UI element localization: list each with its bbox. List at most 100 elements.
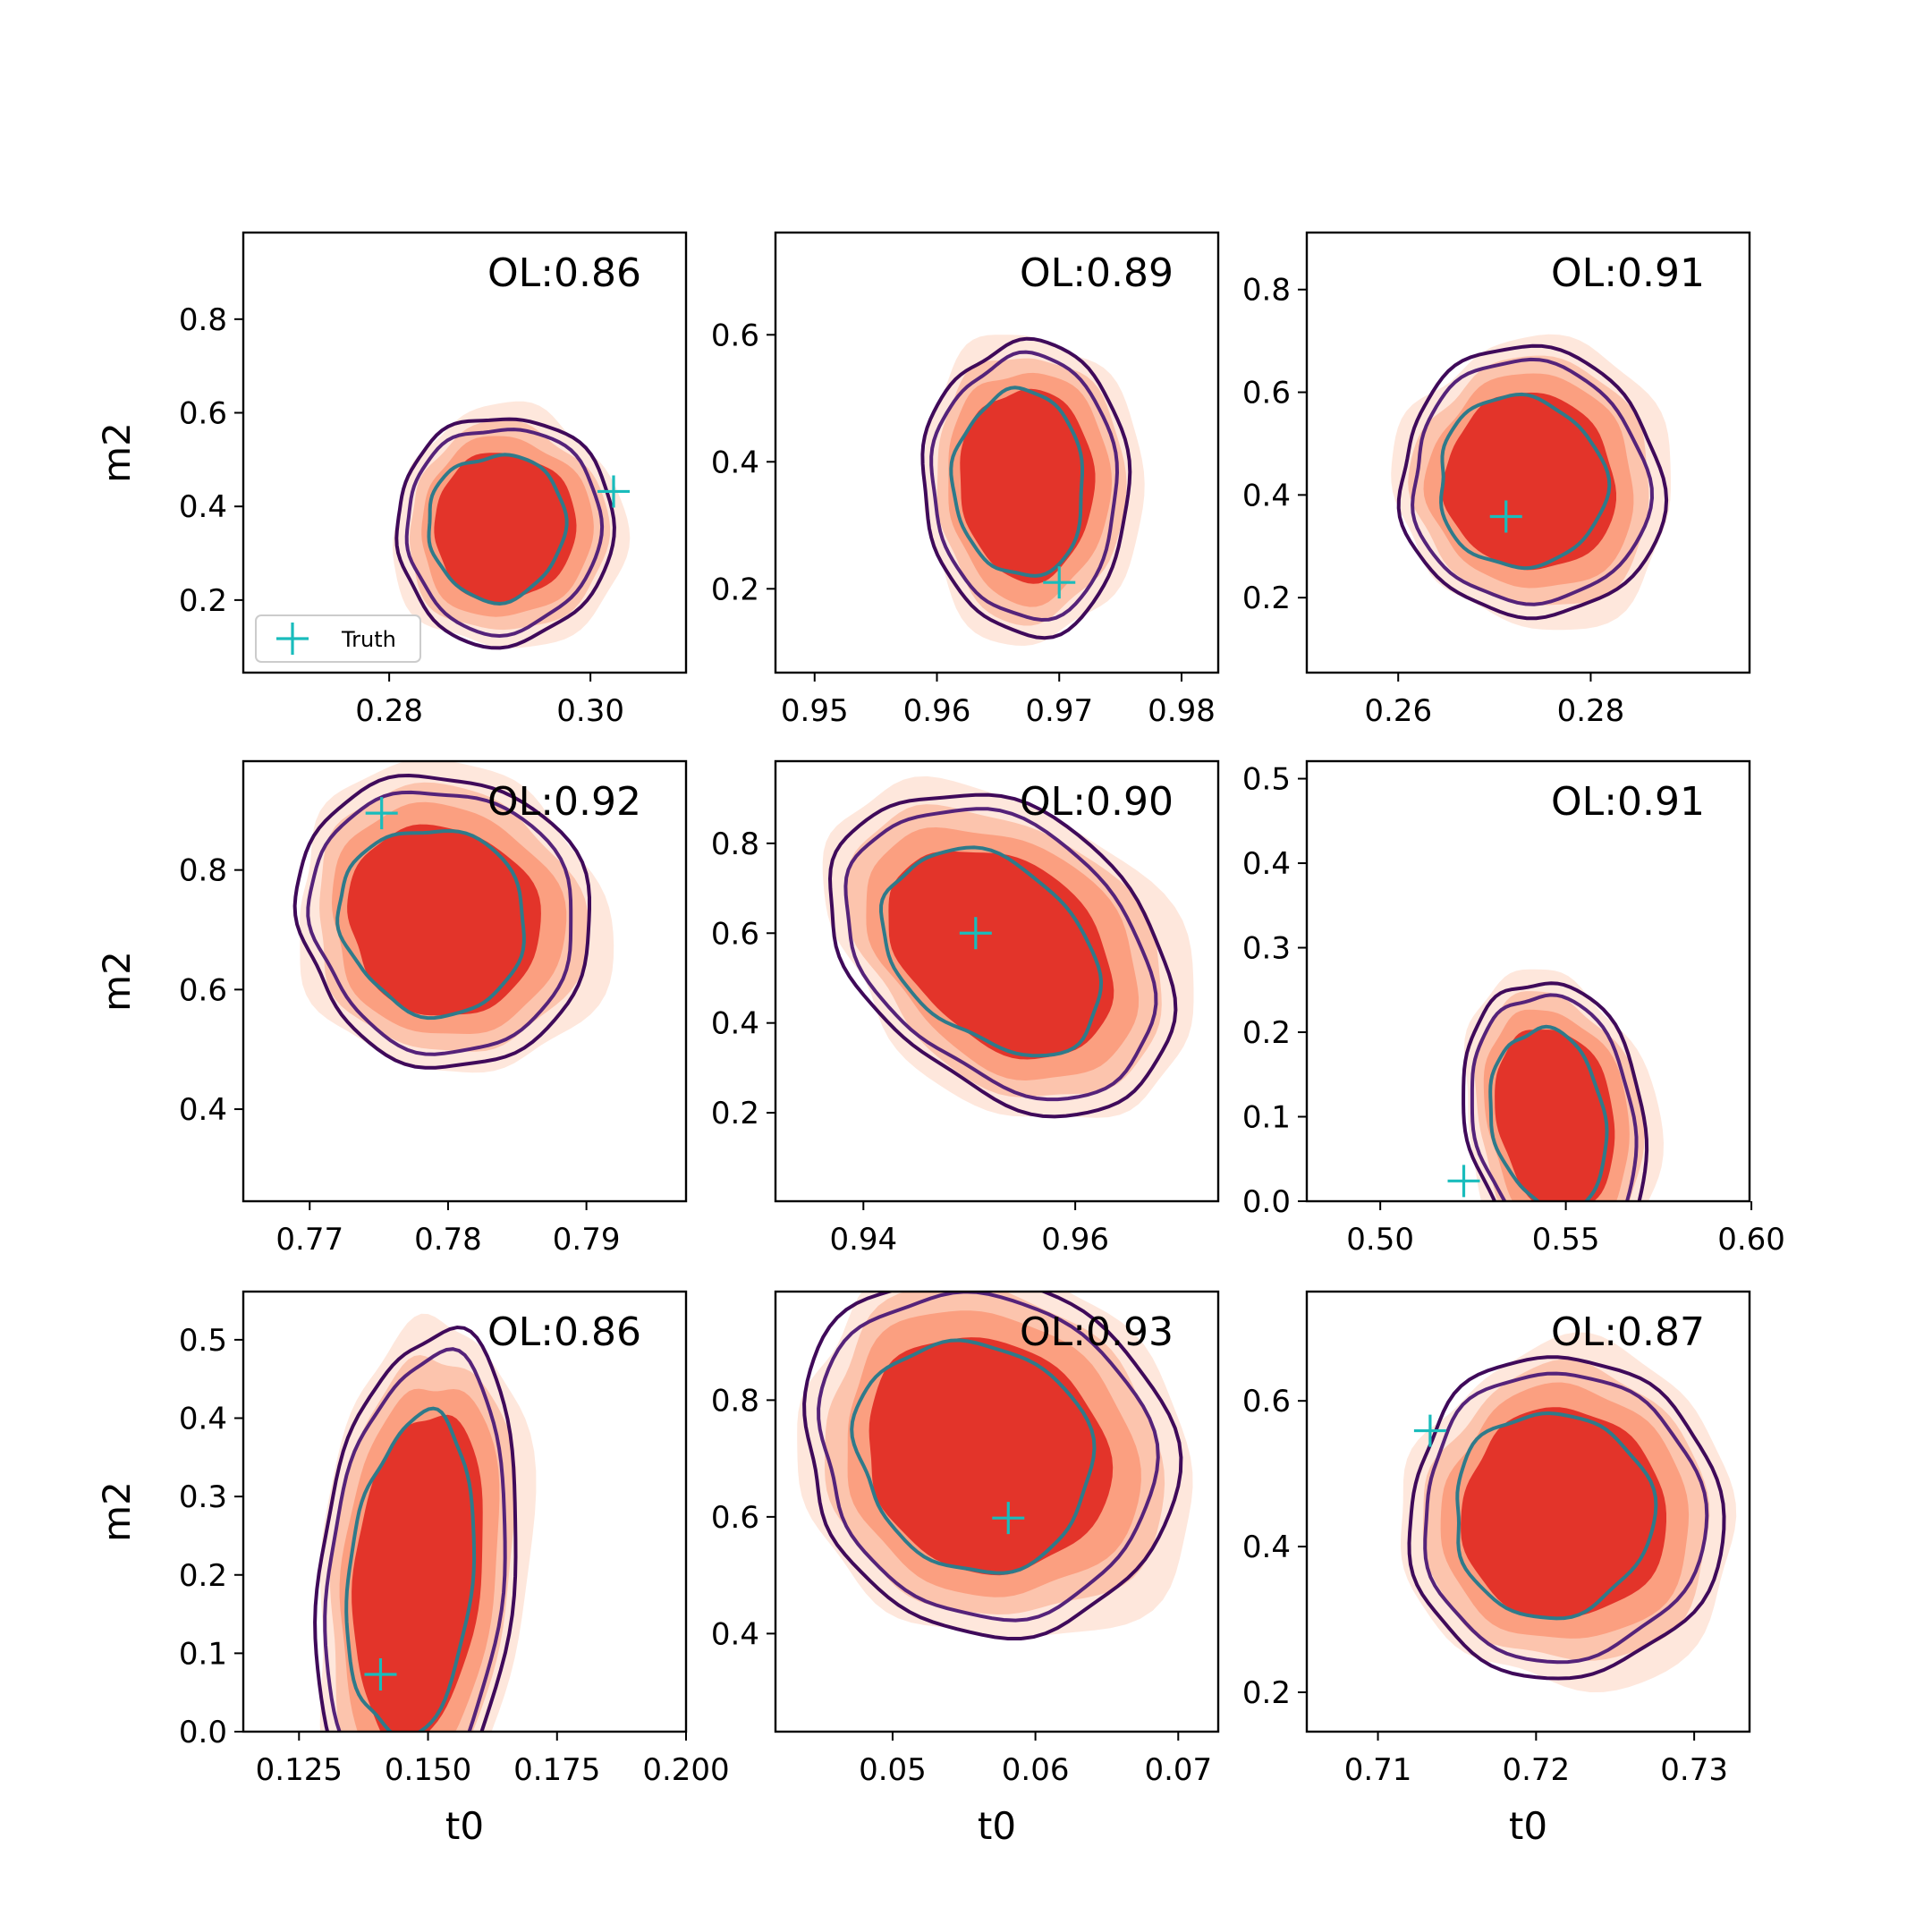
y-tick-label: 0.6 <box>711 916 759 952</box>
y-axis-label: m2 <box>95 951 139 1012</box>
x-tick-label: 0.96 <box>903 693 971 729</box>
x-tick-label: 0.28 <box>1557 693 1625 729</box>
axes-frame <box>242 759 688 1203</box>
x-tick-label: 0.72 <box>1502 1752 1570 1788</box>
axes-frame <box>774 231 1220 674</box>
y-tick-label: 0.6 <box>179 972 227 1008</box>
x-tick-label: 0.95 <box>781 693 849 729</box>
contour-line-outer <box>313 1325 518 1732</box>
legend-truth-marker <box>276 623 309 655</box>
truth-marker <box>1489 500 1522 533</box>
y-tick-label: 0.0 <box>1242 1184 1291 1220</box>
y-tick-label: 0.4 <box>179 489 227 525</box>
truth-marker <box>365 797 398 830</box>
x-tick-label: 0.06 <box>1002 1752 1070 1788</box>
y-tick-label: 0.6 <box>1242 376 1291 411</box>
y-tick-label: 0.2 <box>179 1558 227 1594</box>
contour-group <box>920 335 1145 646</box>
contour-line-inner <box>335 828 526 1021</box>
contour-line-middle <box>404 428 605 639</box>
axes-frame <box>1305 759 1751 1203</box>
axes-frame <box>1305 1290 1751 1733</box>
x-tick-label: 0.175 <box>513 1752 600 1788</box>
x-tick-label: 0.26 <box>1364 693 1432 729</box>
x-tick-label: 0.125 <box>256 1752 343 1788</box>
overlap-label: OL:0.89 <box>1020 250 1174 296</box>
x-tick-label: 0.97 <box>1025 693 1093 729</box>
axes-frame <box>242 231 688 674</box>
y-axis-label: m2 <box>95 1481 139 1542</box>
x-tick-label: 0.50 <box>1346 1222 1414 1258</box>
y-tick-label: 0.3 <box>179 1479 227 1515</box>
contour-line-outer <box>802 1292 1183 1640</box>
y-tick-label: 0.4 <box>1242 846 1291 882</box>
contour-line-outer <box>920 336 1132 640</box>
density-fill-level-4 <box>869 1337 1114 1576</box>
contour-group <box>1391 334 1671 631</box>
truth-marker <box>1043 566 1076 599</box>
y-tick-label: 0.8 <box>1242 273 1291 309</box>
contour-group <box>313 1313 537 1732</box>
contour-line-inner <box>878 845 1104 1058</box>
contour-group <box>292 761 614 1073</box>
x-tick-label: 0.94 <box>829 1222 897 1258</box>
y-tick-label: 0.2 <box>711 572 759 607</box>
axes-frame <box>774 1290 1220 1733</box>
legend: Truth <box>255 614 421 663</box>
contour-line-middle <box>1470 993 1639 1201</box>
y-tick-label: 0.8 <box>179 853 227 889</box>
contour-line-inner <box>1488 1024 1609 1201</box>
legend-frame <box>255 614 421 663</box>
x-tick-label: 0.28 <box>355 693 423 729</box>
x-tick-label: 0.79 <box>553 1222 621 1258</box>
density-fill-level-4 <box>434 453 577 603</box>
panel-6: 0.50 0.55 0.60 0.0 0.1 0.2 0.3 0.4 0.5 OL:0.91 <box>1242 759 1785 1258</box>
x-tick-label: 0.71 <box>1344 1752 1412 1788</box>
contour-line-outer <box>1396 343 1669 621</box>
contour-line-inner <box>1439 392 1612 571</box>
x-tick-label: 0.73 <box>1660 1752 1728 1788</box>
axes-frame <box>242 1290 688 1733</box>
panel-2: 0.95 0.96 0.97 0.98 0.2 0.4 0.6 OL:0.89 <box>711 231 1220 729</box>
x-tick-label: 0.150 <box>385 1752 471 1788</box>
x-tick-label: 0.77 <box>275 1222 343 1258</box>
contour-line-inner <box>949 386 1084 578</box>
panel-3: 0.26 0.28 0.2 0.4 0.6 0.8 OL:0.91 <box>1242 231 1751 729</box>
y-tick-label: 0.3 <box>1242 931 1291 967</box>
y-tick-label: 0.6 <box>1242 1384 1291 1419</box>
contour-group <box>822 775 1194 1119</box>
y-tick-label: 0.2 <box>1242 580 1291 616</box>
y-tick-label: 0.5 <box>1242 762 1291 798</box>
x-axis-label: t0 <box>978 1804 1016 1848</box>
density-fill-level-4 <box>960 388 1096 584</box>
overlap-label: OL:0.86 <box>487 1309 641 1355</box>
y-tick-label: 0.2 <box>711 1096 759 1131</box>
y-tick-label: 0.0 <box>179 1715 227 1750</box>
overlap-label: OL:0.90 <box>1020 779 1174 825</box>
y-tick-label: 0.6 <box>711 318 759 353</box>
overlap-label: OL:0.91 <box>1551 250 1705 296</box>
contour-line-outer <box>394 417 616 650</box>
x-tick-label: 0.200 <box>642 1752 729 1788</box>
truth-marker <box>992 1502 1025 1535</box>
density-fill-level-4 <box>1441 392 1616 571</box>
y-tick-label: 0.6 <box>711 1500 759 1536</box>
x-tick-label: 0.96 <box>1041 1222 1109 1258</box>
x-tick-label: 0.07 <box>1144 1752 1212 1788</box>
y-tick-label: 0.4 <box>1242 1530 1291 1565</box>
panel-4: 0.77 0.78 0.79 0.4 0.6 0.8 OL:0.92 m2 <box>95 759 688 1258</box>
y-axis-label: m2 <box>95 422 139 483</box>
contour-line-outer <box>1407 1355 1726 1681</box>
axes-frame <box>774 759 1220 1203</box>
contour-line-middle <box>817 1292 1160 1623</box>
axes-frame <box>1305 231 1751 674</box>
contour-group <box>392 401 631 650</box>
y-tick-label: 0.4 <box>179 1402 227 1437</box>
y-tick-label: 0.4 <box>711 1006 759 1042</box>
panel-8: 0.05 0.06 0.07 0.4 0.6 0.8 OL:0.93 t0 <box>711 1290 1220 1848</box>
density-fill-level-4 <box>1461 1407 1666 1618</box>
x-tick-label: 0.98 <box>1148 693 1216 729</box>
x-axis-label: t0 <box>1509 1804 1547 1848</box>
